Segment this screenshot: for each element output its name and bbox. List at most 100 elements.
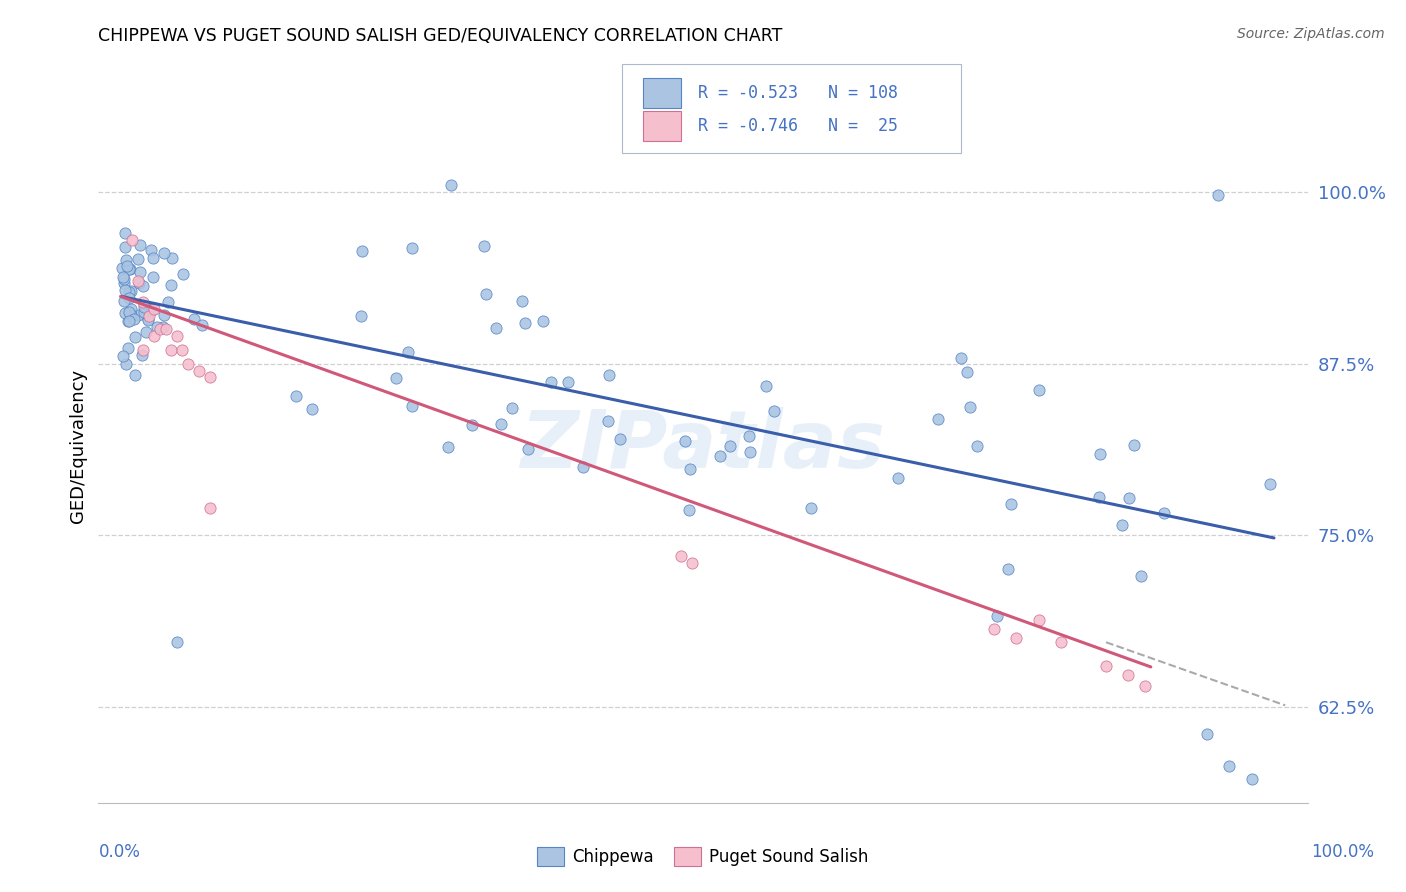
Point (124, 368, 146, 383)
Point (160, 343, 183, 357)
Point (709, 449, 731, 463)
Point (157, 295, 180, 310)
Point (118, 314, 141, 328)
Point (153, 309, 176, 323)
Point (598, 368, 620, 383)
Point (986, 609, 1008, 624)
Point (112, 269, 135, 284)
Point (114, 240, 136, 254)
Point (440, 178, 463, 193)
Y-axis label: GED/Equivalency: GED/Equivalency (69, 369, 87, 523)
Point (117, 342, 139, 356)
FancyBboxPatch shape (621, 64, 960, 153)
Point (135, 325, 157, 339)
Point (111, 261, 134, 276)
Point (718, 439, 741, 453)
Point (474, 287, 496, 301)
Point (112, 271, 135, 285)
Point (141, 303, 163, 318)
Point (146, 320, 169, 334)
Point (117, 306, 139, 320)
Point (800, 500, 823, 515)
FancyBboxPatch shape (643, 112, 682, 141)
Point (128, 277, 150, 291)
Point (118, 291, 141, 305)
Point (166, 329, 188, 343)
Point (136, 311, 159, 326)
Point (132, 300, 155, 314)
Point (138, 309, 160, 323)
Point (127, 252, 149, 266)
FancyBboxPatch shape (643, 78, 682, 108)
Point (143, 301, 166, 316)
Point (956, 365, 979, 379)
Text: CHIPPEWA VS PUGET SOUND SALISH GED/EQUIVALENCY CORRELATION CHART: CHIPPEWA VS PUGET SOUND SALISH GED/EQUIV… (98, 27, 783, 45)
Point (1258, 476, 1281, 491)
Point (152, 320, 174, 334)
Point (155, 322, 177, 336)
Point (159, 278, 181, 293)
Point (1000, 498, 1022, 512)
Point (112, 294, 135, 309)
Point (127, 308, 149, 322)
Point (763, 403, 786, 417)
Point (134, 305, 156, 319)
Point (117, 314, 139, 328)
Point (1153, 506, 1175, 520)
Point (1240, 772, 1263, 787)
Point (143, 329, 166, 343)
Point (501, 401, 523, 415)
Point (1135, 679, 1157, 693)
Point (1118, 668, 1140, 682)
Point (118, 285, 141, 300)
Point (997, 562, 1019, 576)
Point (114, 283, 136, 297)
Point (131, 279, 153, 293)
Point (401, 241, 423, 255)
Point (1111, 518, 1133, 533)
Point (124, 330, 146, 344)
Point (177, 357, 200, 371)
Point (112, 276, 135, 290)
Text: R = -0.746   N =  25: R = -0.746 N = 25 (699, 118, 898, 136)
Point (887, 470, 910, 484)
Point (153, 246, 176, 260)
Point (1088, 447, 1111, 461)
Point (540, 376, 562, 390)
Point (200, 500, 222, 515)
Point (120, 301, 142, 316)
Point (1005, 631, 1028, 645)
Point (1118, 491, 1140, 505)
Point (510, 294, 533, 309)
Point (114, 252, 136, 267)
Point (142, 251, 165, 265)
Point (927, 412, 949, 426)
Text: ZIPatlas: ZIPatlas (520, 407, 886, 485)
Point (142, 269, 165, 284)
Point (673, 434, 696, 448)
Point (120, 285, 142, 299)
Point (678, 503, 700, 517)
Point (596, 414, 619, 428)
Point (1050, 635, 1073, 649)
Legend: Chippewa, Puget Sound Salish: Chippewa, Puget Sound Salish (531, 840, 875, 873)
Point (740, 445, 762, 459)
Point (132, 343, 155, 357)
Point (132, 294, 155, 309)
Point (160, 252, 183, 266)
Point (149, 322, 172, 336)
Point (118, 261, 141, 276)
Point (114, 306, 136, 320)
Point (131, 348, 153, 362)
Point (120, 262, 142, 277)
Point (284, 389, 307, 403)
Point (949, 351, 972, 365)
Point (1028, 613, 1050, 627)
Text: Source: ZipAtlas.com: Source: ZipAtlas.com (1237, 27, 1385, 41)
Point (122, 312, 145, 326)
Point (531, 314, 554, 328)
Point (1218, 758, 1240, 772)
Point (472, 238, 495, 252)
Point (127, 274, 149, 288)
Point (959, 400, 981, 414)
